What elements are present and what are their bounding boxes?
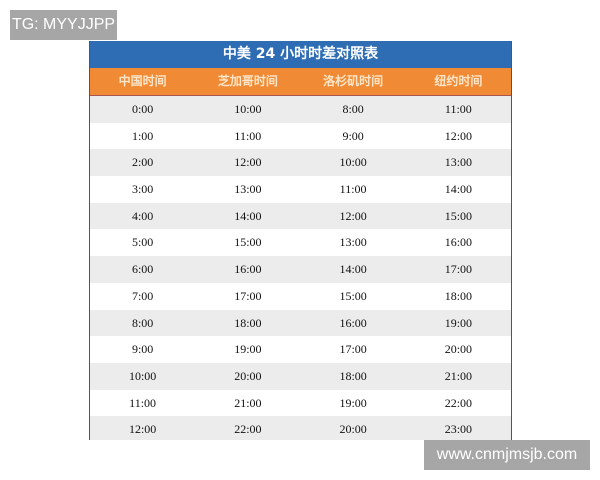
table-row: 2:00 12:00 10:00 13:00: [90, 149, 511, 177]
table-row: 3:00 13:00 11:00 14:00: [90, 176, 511, 203]
table-cell: 17:00: [339, 342, 367, 357]
table-row: 5:00 15:00 13:00 16:00: [90, 229, 511, 257]
table-cell: 9:00: [131, 342, 154, 357]
table-cell: 13:00: [444, 155, 473, 170]
table-header: 中国时间 芝加哥时间 洛杉矶时间 纽约时间: [90, 68, 511, 96]
table-cell: 12:00: [234, 155, 262, 170]
table-cell: 16:00: [444, 235, 473, 250]
table-cell: 9:00: [342, 128, 364, 143]
table-cell: 19:00: [234, 342, 262, 357]
table-cell: 20:00: [444, 342, 473, 357]
table-cell: 14:00: [234, 208, 262, 223]
table-row: 10:00 20:00 18:00 21:00: [90, 362, 511, 390]
table-cell: 0:00: [131, 102, 154, 116]
table-cell: 7:00: [131, 288, 154, 303]
table-cell: 8:00: [131, 315, 154, 330]
table-cell: 13:00: [234, 182, 262, 197]
table-row: 6:00 16:00 14:00 17:00: [90, 256, 511, 283]
table-row: 7:00 17:00 15:00 18:00: [90, 282, 511, 310]
table-cell: 21:00: [444, 368, 473, 383]
table-row: 11:00 21:00 19:00 22:00: [90, 389, 511, 417]
table-cell: 6:00: [131, 262, 154, 277]
watermark-bottom: www.cnmjmsjb.com: [424, 440, 590, 470]
table-cell: 5:00: [131, 235, 154, 250]
table-cell: 2:00: [131, 155, 154, 170]
table-cell: 15:00: [444, 208, 473, 223]
table-cell: 10:00: [128, 368, 157, 383]
column-header: 芝加哥时间: [217, 74, 278, 88]
watermark-top: TG: MYYJJPP: [10, 10, 117, 40]
table-row: 4:00 14:00 12:00 15:00: [90, 202, 511, 230]
table-cell: 11:00: [234, 128, 262, 143]
table-cell: 22:00: [234, 422, 262, 437]
table-cell: 16:00: [339, 315, 367, 330]
table-cell: 17:00: [444, 262, 473, 277]
table-cell: 22:00: [444, 395, 473, 410]
table-cell: 23:00: [444, 422, 473, 437]
table-cell: 18:00: [234, 315, 262, 330]
table-cell: 15:00: [234, 235, 262, 250]
table-row: 9:00 19:00 17:00 20:00: [90, 336, 511, 363]
table-row: 12:00 22:00 20:00 23:00: [90, 416, 511, 440]
table-cell: 11:00: [339, 182, 367, 197]
table-cell: 1:00: [131, 128, 154, 143]
table-row: 1:00 11:00 9:00 12:00: [90, 122, 511, 150]
table-cell: 11:00: [129, 395, 157, 410]
table-cell: 8:00: [342, 102, 364, 116]
table-cell: 17:00: [234, 288, 262, 303]
table-cell: 20:00: [234, 368, 262, 383]
table-cell: 19:00: [339, 395, 367, 410]
column-header: 洛杉矶时间: [323, 74, 384, 88]
table-cell: 11:00: [444, 102, 472, 116]
column-header: 中国时间: [118, 74, 167, 88]
table-cell: 12:00: [339, 208, 367, 223]
table-cell: 18:00: [444, 288, 473, 303]
table-cell: 12:00: [128, 422, 157, 437]
table-cell: 12:00: [444, 128, 473, 143]
column-header: 纽约时间: [434, 74, 483, 88]
table-title: 中美 24 小时时差对照表: [90, 41, 511, 68]
table-cell: 18:00: [339, 368, 367, 383]
table-row: 0:00 10:00 8:00 11:00: [90, 96, 511, 123]
table-cell: 10:00: [339, 155, 367, 170]
table-cell: 3:00: [131, 182, 154, 197]
table-body: 0:00 10:00 8:00 11:00 1:00 11:00 9:00 12:00 2:00…: [90, 96, 511, 440]
table-cell: 21:00: [234, 395, 262, 410]
table-cell: 15:00: [339, 288, 367, 303]
table-cell: 14:00: [339, 262, 367, 277]
time-difference-table: 中美 24 小时时差对照表 中国时间 芝加哥时间 洛杉矶时间 纽约时间 0:00 10:…: [89, 41, 512, 440]
table-cell: 4:00: [131, 208, 154, 223]
table-cell: 20:00: [339, 422, 367, 437]
table-row: 8:00 18:00 16:00 19:00: [90, 309, 511, 337]
table-cell: 16:00: [234, 262, 262, 277]
table-cell: 14:00: [444, 182, 473, 197]
table-cell: 13:00: [339, 235, 367, 250]
table-cell: 19:00: [444, 315, 473, 330]
table-cell: 10:00: [234, 102, 262, 116]
